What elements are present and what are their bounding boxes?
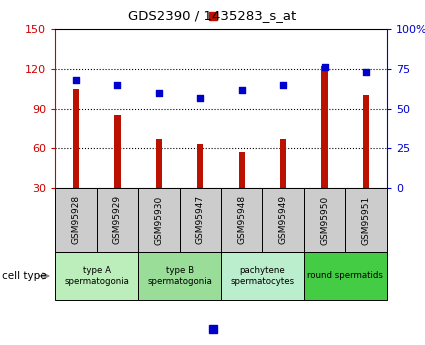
Bar — [238, 152, 245, 188]
Bar — [138, 252, 221, 300]
Point — [238, 87, 245, 92]
Point — [321, 65, 328, 70]
Bar — [280, 139, 286, 188]
Bar — [321, 66, 328, 188]
Text: GSM95949: GSM95949 — [279, 195, 288, 245]
Bar — [262, 188, 304, 252]
Text: type B
spermatogonia: type B spermatogonia — [147, 266, 212, 286]
Bar — [55, 188, 96, 252]
Text: pachytene
spermatocytes: pachytene spermatocytes — [230, 266, 295, 286]
Point — [280, 82, 286, 88]
Text: GSM95948: GSM95948 — [237, 195, 246, 245]
Bar — [363, 96, 369, 188]
Text: type A
spermatogonia: type A spermatogonia — [64, 266, 129, 286]
Point — [363, 69, 369, 75]
Point — [114, 82, 121, 88]
Bar — [345, 188, 387, 252]
Bar — [221, 188, 262, 252]
Bar — [221, 252, 304, 300]
Text: GSM95950: GSM95950 — [320, 195, 329, 245]
Text: GSM95929: GSM95929 — [113, 195, 122, 245]
Bar — [179, 188, 221, 252]
Point — [156, 90, 162, 96]
Text: GSM95947: GSM95947 — [196, 195, 205, 245]
Text: GSM95928: GSM95928 — [71, 195, 80, 245]
Text: GDS2390 / 1435283_s_at: GDS2390 / 1435283_s_at — [128, 9, 297, 22]
Point — [197, 95, 204, 100]
Bar — [73, 89, 79, 188]
Bar — [197, 144, 204, 188]
Bar — [304, 188, 345, 252]
Bar — [55, 252, 138, 300]
Text: cell type: cell type — [2, 271, 47, 281]
Text: GSM95930: GSM95930 — [154, 195, 163, 245]
Text: round spermatids: round spermatids — [307, 272, 383, 280]
Text: GSM95951: GSM95951 — [362, 195, 371, 245]
Bar — [138, 188, 179, 252]
Bar — [304, 252, 387, 300]
Point — [73, 77, 79, 83]
Bar — [96, 188, 138, 252]
Bar — [114, 115, 121, 188]
Bar — [156, 139, 162, 188]
